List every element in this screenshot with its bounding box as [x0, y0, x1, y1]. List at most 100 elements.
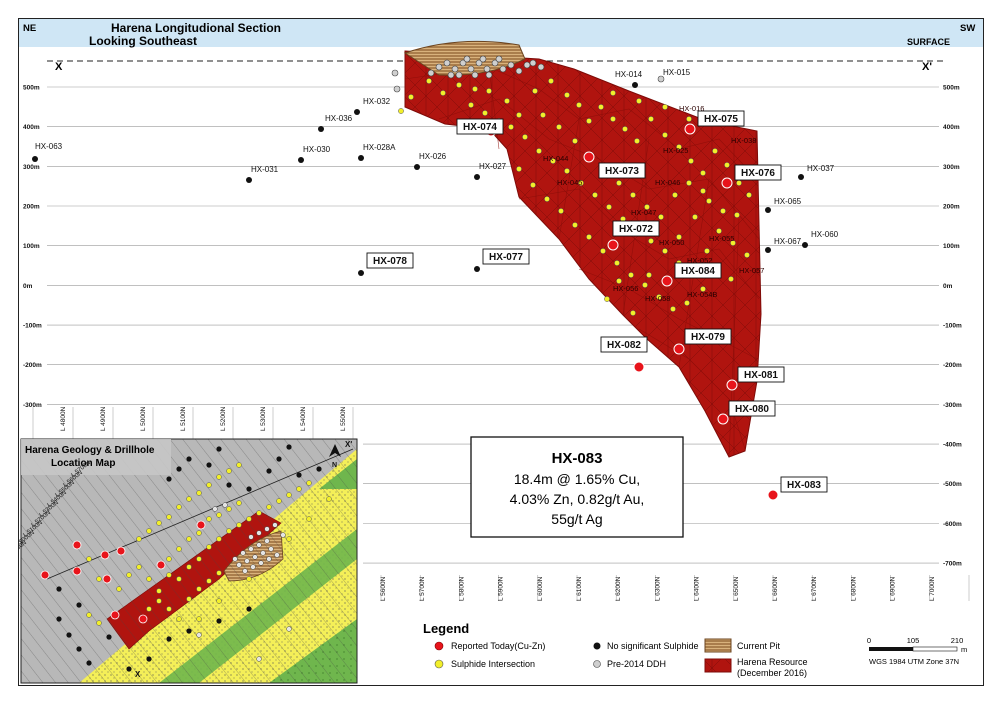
sulphide-hole-label: HX-052	[687, 256, 712, 265]
sulphide-intersection	[530, 182, 536, 188]
inset-sulphide	[216, 512, 222, 518]
section-line-label: L 4800N	[60, 406, 67, 431]
inset-sulphide	[216, 570, 222, 576]
inset-sulphide	[196, 586, 202, 592]
inset-pre-2014	[236, 562, 242, 568]
sulphide-intersection	[670, 306, 676, 312]
inset-pre-2014	[222, 502, 228, 508]
callout-line-2: 4.03% Zn, 0.82g/t Au,	[510, 491, 645, 507]
sulphide-intersection	[686, 180, 692, 186]
sulphide-intersection	[684, 300, 690, 306]
inset-sulphide	[196, 530, 202, 536]
sulphide-intersection	[564, 168, 570, 174]
section-line-label: L 5900N	[498, 576, 505, 601]
callout-hole: HX-083	[552, 450, 603, 467]
inset-sulphide	[176, 616, 182, 622]
reported-hole	[721, 177, 733, 189]
elevation-label-right: 300m	[943, 164, 960, 171]
hole-label: HX-036	[325, 114, 353, 123]
inset-pre-2014	[264, 538, 270, 544]
inset-sulphide	[176, 576, 182, 582]
sulphide-intersection	[648, 116, 654, 122]
legend-pre2014: Pre-2014 DDH	[607, 659, 666, 669]
no-sulphide-hole	[765, 207, 771, 213]
no-sulphide-hole	[474, 266, 480, 272]
pre-2014-ddh	[495, 55, 503, 63]
reported-hole	[583, 151, 595, 163]
inset-reported-hole	[72, 540, 82, 550]
sulphide-intersection	[532, 88, 538, 94]
no-sulphide-hole	[354, 109, 360, 115]
inset-reported-hole	[110, 610, 120, 620]
inset-sulphide	[306, 480, 312, 486]
inset-title: Harena Geology & Drillhole	[25, 445, 155, 456]
hx-083-callout: HX-083 18.4m @ 1.65% Cu, 4.03% Zn, 0.82g…	[470, 436, 684, 538]
scale-bar: 0 105 210 m WGS 1984 UTM Zone 37N	[867, 636, 967, 666]
inset-marker-x: X	[135, 670, 141, 679]
sulphide-intersection	[576, 102, 582, 108]
pre-2014-ddh	[393, 85, 401, 93]
sulphide-intersection	[734, 212, 740, 218]
section-line-label: L 4900N	[100, 406, 107, 431]
sulphide-intersection	[716, 228, 722, 234]
sulphide-intersection	[572, 222, 578, 228]
section-line-label: L 5400N	[300, 406, 307, 431]
no-sulphide-hole	[474, 174, 480, 180]
inset-sulphide	[156, 520, 162, 526]
sulphide-intersection	[724, 162, 730, 168]
section-line-label: L 6600N	[772, 576, 779, 601]
section-line-label: L 7000N	[929, 576, 936, 601]
sulphide-intersection	[700, 286, 706, 292]
section-line-label: L 5500N	[340, 406, 347, 431]
legend-no-sulphide-icon	[593, 642, 601, 650]
no-sulphide-hole	[802, 242, 808, 248]
pre-2014-ddh	[499, 65, 507, 73]
inset-reported-hole	[196, 520, 206, 530]
inset-pre-2014	[274, 552, 280, 558]
sulphide-hole-label: HX-046	[655, 178, 680, 187]
inset-no-sulphide	[86, 660, 92, 666]
sulphide-intersection	[746, 192, 752, 198]
inset-marker-x-prime: X'	[345, 440, 352, 449]
inset-sulphide	[196, 490, 202, 496]
inset-sulphide	[146, 576, 152, 582]
sulphide-intersection	[730, 240, 736, 246]
inset-no-sulphide	[266, 468, 272, 474]
inset-sulphide	[136, 536, 142, 542]
pre-2014-ddh-cluster	[391, 55, 665, 93]
reported-hole	[607, 239, 619, 251]
inset-sulphide	[206, 578, 212, 584]
sulphide-intersection	[686, 116, 692, 122]
no-sulphide-hole	[765, 247, 771, 253]
sulphide-hole-label: HX-057	[739, 266, 764, 275]
pre-2014-ddh	[537, 63, 545, 71]
inset-pre-2014	[266, 556, 272, 562]
legend-resource: Harena Resource	[737, 657, 808, 667]
hole-label: HX-028A	[363, 143, 396, 152]
sulphide-intersection	[598, 104, 604, 110]
scale-unit: m	[961, 645, 967, 654]
inset-sulphide	[326, 496, 332, 502]
pre-2014-ddh	[435, 63, 443, 71]
inset-pre-2014	[256, 530, 262, 536]
inset-no-sulphide	[296, 472, 302, 478]
sulphide-hole-label: HX-038	[731, 136, 756, 145]
no-sulphide-hole	[246, 177, 252, 183]
inset-no-sulphide	[186, 456, 192, 462]
pre-2014-ddh	[447, 71, 455, 79]
inset-sulphide	[186, 596, 192, 602]
inset-sulphide	[246, 516, 252, 522]
legend-title: Legend	[423, 621, 469, 636]
sulphide-hole-label: HX-016	[679, 104, 704, 113]
inset-reported-hole	[116, 546, 126, 556]
inset-no-sulphide	[76, 602, 82, 608]
inset-no-sulphide	[206, 462, 212, 468]
inset-pre-2014	[258, 560, 264, 566]
sulphide-intersection	[456, 82, 462, 88]
inset-pre-2014	[280, 532, 286, 538]
sulphide-intersection	[482, 110, 488, 116]
elevation-label-right: 400m	[943, 124, 960, 131]
sulphide-intersection	[662, 132, 668, 138]
pre-2014-ddh	[483, 65, 491, 73]
